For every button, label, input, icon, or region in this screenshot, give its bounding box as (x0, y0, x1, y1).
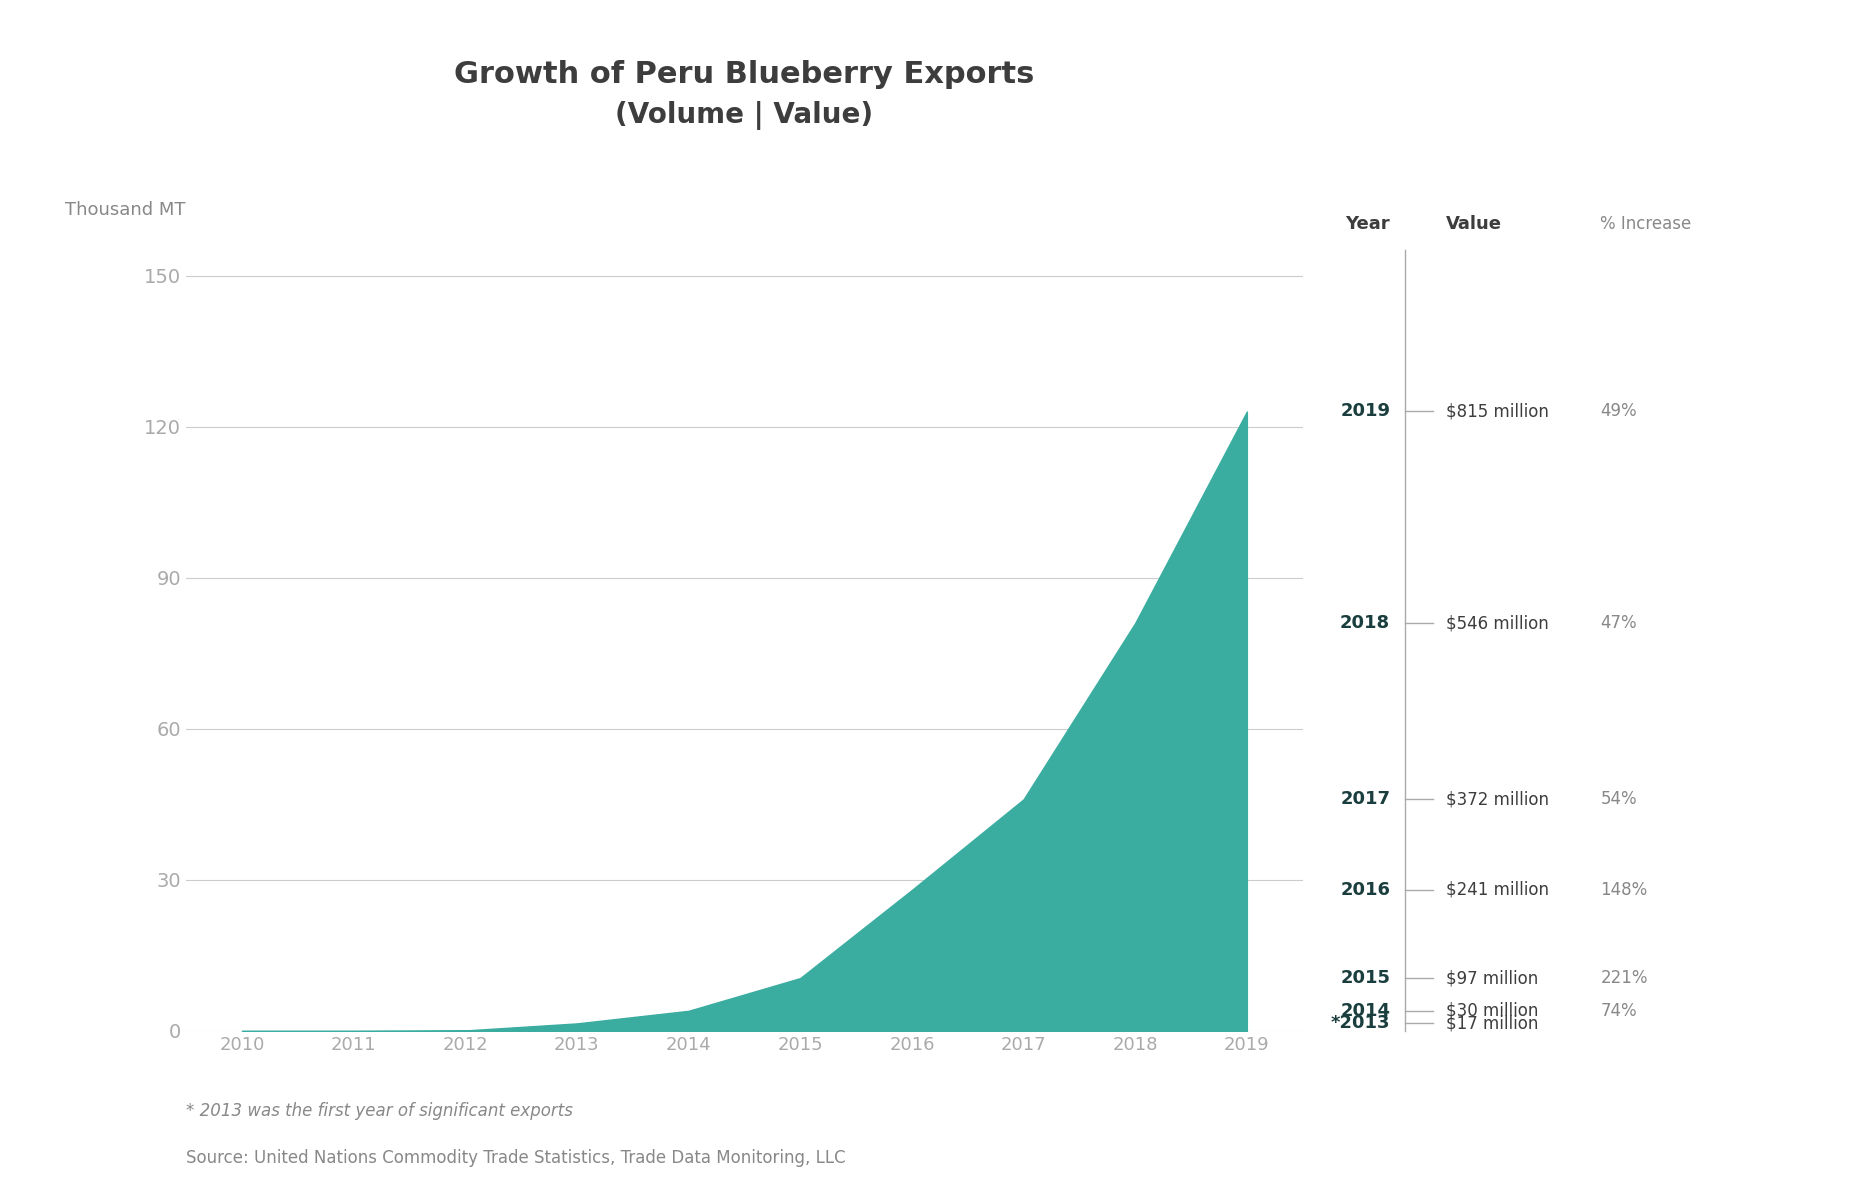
Text: $30 million: $30 million (1446, 1001, 1539, 1020)
Text: 148%: 148% (1600, 880, 1647, 899)
Text: Value: Value (1446, 214, 1502, 232)
Text: 47%: 47% (1600, 614, 1638, 632)
Text: 49%: 49% (1600, 403, 1638, 421)
Text: $97 million: $97 million (1446, 969, 1539, 987)
Text: * 2013 was the first year of significant exports: * 2013 was the first year of significant… (186, 1102, 573, 1120)
Text: $241 million: $241 million (1446, 880, 1548, 899)
Text: $546 million: $546 million (1446, 614, 1548, 632)
Text: $372 million: $372 million (1446, 790, 1548, 808)
Text: $17 million: $17 million (1446, 1014, 1539, 1032)
Text: 221%: 221% (1600, 969, 1649, 987)
Text: 2014: 2014 (1340, 1001, 1390, 1020)
Text: Growth of Peru Blueberry Exports: Growth of Peru Blueberry Exports (454, 60, 1035, 89)
Text: 2016: 2016 (1340, 880, 1390, 899)
Text: 2015: 2015 (1340, 969, 1390, 987)
Text: 54%: 54% (1600, 790, 1638, 808)
Text: $815 million: $815 million (1446, 403, 1548, 421)
Text: Source: United Nations Commodity Trade Statistics, Trade Data Monitoring, LLC: Source: United Nations Commodity Trade S… (186, 1149, 845, 1167)
Text: 2019: 2019 (1340, 403, 1390, 421)
Text: 74%: 74% (1600, 1001, 1638, 1020)
Text: Year: Year (1346, 214, 1390, 232)
Text: 2018: 2018 (1340, 614, 1390, 632)
Text: *2013: *2013 (1331, 1014, 1390, 1032)
Text: (Volume | Value): (Volume | Value) (616, 102, 873, 130)
Text: 2017: 2017 (1340, 790, 1390, 808)
Text: % Increase: % Increase (1600, 214, 1692, 232)
Text: Thousand MT: Thousand MT (65, 201, 186, 219)
